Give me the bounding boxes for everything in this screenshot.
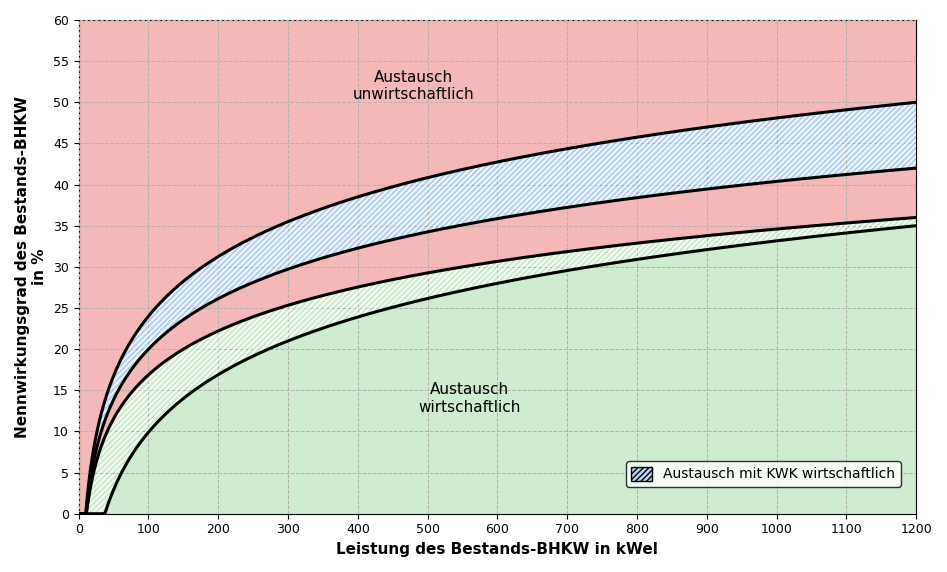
Text: Austausch
wirtschaftlich: Austausch wirtschaftlich xyxy=(419,382,521,415)
Text: Austausch
unwirtschaftlich: Austausch unwirtschaftlich xyxy=(353,70,474,102)
Y-axis label: Nennwirkungsgrad des Bestands-BHKW
in %: Nennwirkungsgrad des Bestands-BHKW in % xyxy=(15,96,47,438)
Legend: Austausch mit KWK wirtschaftlich: Austausch mit KWK wirtschaftlich xyxy=(626,461,901,487)
X-axis label: Leistung des Bestands-BHKW in kWel: Leistung des Bestands-BHKW in kWel xyxy=(336,542,658,557)
